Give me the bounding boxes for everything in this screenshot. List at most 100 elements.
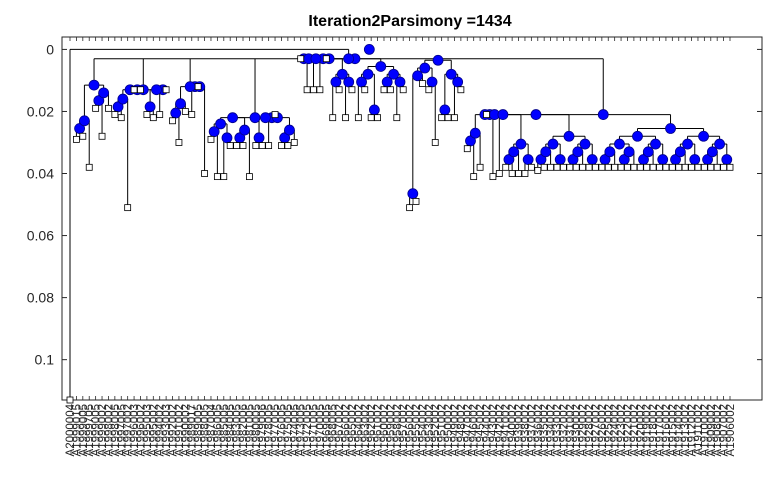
leaf-node [342, 114, 349, 122]
internal-node [98, 87, 110, 99]
leaf-label: A1952002 [430, 404, 442, 456]
internal-node [650, 138, 661, 150]
internal-node [497, 109, 509, 120]
leaf-label: A1951002 [437, 404, 449, 456]
leaf-node [598, 163, 606, 171]
leaf-label: A1935002 [539, 404, 551, 456]
leaf-node [265, 142, 273, 149]
leaf-label: A1967002 [334, 404, 346, 456]
leaf-node [457, 86, 465, 94]
leaf-node [335, 86, 343, 94]
internal-node [170, 107, 182, 119]
leaf-label: A1982006 [238, 404, 250, 456]
leaf-node [412, 198, 420, 205]
internal-node [227, 112, 238, 124]
internal-node [706, 146, 718, 158]
internal-node [445, 68, 457, 80]
leaf-node [66, 396, 74, 404]
internal-node [642, 146, 654, 158]
leaf-label: A1950002 [443, 404, 455, 456]
leaf-label: A1910002 [699, 404, 711, 456]
leaf-label: A1949002 [449, 404, 461, 456]
leaf-node [207, 135, 215, 143]
leaf-label: A1953002 [424, 404, 436, 456]
leaf-label: A1955002 [411, 404, 423, 456]
leaf-label: A1990002 [180, 404, 192, 456]
internal-node [597, 109, 609, 120]
internal-node [604, 146, 616, 158]
leaf-label: A1977005 [270, 404, 282, 456]
leaf-label: A1909002 [706, 404, 718, 456]
leaf-label: A1915002 [667, 404, 679, 456]
internal-node [284, 124, 295, 136]
internal-node [419, 62, 431, 74]
leaf-label: A1932002 [558, 404, 570, 456]
leaf-label: A1919002 [642, 404, 654, 456]
leaf-node [502, 163, 510, 171]
leaf-label: A1997002 [123, 404, 135, 456]
internal-node [508, 146, 520, 158]
leaf-node [668, 163, 676, 171]
plot-area [61, 36, 763, 401]
internal-node [426, 76, 438, 88]
internal-node [614, 138, 625, 150]
leaf-label: A1979006 [257, 404, 269, 456]
leaf-node [181, 108, 189, 115]
leaf-label: A1968005 [328, 404, 340, 456]
leaf-node [617, 163, 625, 171]
leaf-node [604, 163, 612, 171]
leaf-node [98, 132, 106, 140]
leaf-label: A1984005 [225, 404, 237, 456]
internal-node [343, 53, 355, 65]
leaf-label: A1981005 [244, 404, 256, 456]
leaf-node [463, 145, 471, 153]
leaf-node [73, 135, 80, 143]
leaf-node [239, 142, 247, 149]
leaf-node [662, 163, 670, 171]
internal-node [623, 146, 635, 158]
internal-node [439, 104, 451, 116]
leaf-label: A1985005 [219, 404, 231, 456]
leaf-label: A1908002 [712, 404, 724, 456]
leaf-node [547, 163, 554, 171]
leaf-label: A1966002 [341, 404, 353, 456]
leaf-label: A1946002 [469, 404, 481, 456]
leaf-label: A1969005 [321, 404, 333, 456]
y-tick-label: 0.1 [35, 352, 55, 368]
internal-node [362, 68, 374, 80]
leaf-node [156, 111, 164, 118]
internal-node [375, 61, 387, 72]
leaf-node [643, 163, 651, 171]
leaf-node [681, 163, 689, 171]
internal-node [515, 138, 527, 150]
leaf-label: A1906002 [725, 404, 737, 456]
leaf-label: A1983005 [232, 404, 244, 456]
internal-node [579, 138, 591, 150]
internal-node [469, 127, 481, 139]
leaf-node [572, 163, 580, 171]
leaf-label: A2000004 [65, 403, 77, 456]
leaf-node [393, 114, 401, 122]
internal-node [363, 44, 375, 55]
leaf-label: A1933002 [552, 404, 564, 456]
leaf-node [419, 80, 426, 87]
leaf-node [278, 142, 285, 149]
leaf-node [213, 173, 221, 181]
internal-node [714, 138, 725, 150]
leaf-label: A1943002 [488, 404, 500, 456]
internal-node [407, 188, 419, 200]
leaf-label: A1980005 [251, 404, 263, 456]
leaf-label: A1920002 [635, 404, 647, 456]
internal-node [586, 154, 598, 165]
leaf-node [220, 173, 228, 181]
leaf-label: A1958002 [392, 404, 404, 456]
leaf-node [694, 163, 702, 171]
leaf-node [130, 86, 138, 94]
internal-node [144, 101, 156, 113]
leaf-node [117, 114, 125, 122]
leaf-label: A1965002 [347, 404, 359, 456]
internal-node [554, 154, 566, 165]
leaf-label: A1995003 [142, 404, 154, 456]
internal-node [260, 112, 271, 124]
leaf-label: A1962002 [366, 404, 378, 456]
